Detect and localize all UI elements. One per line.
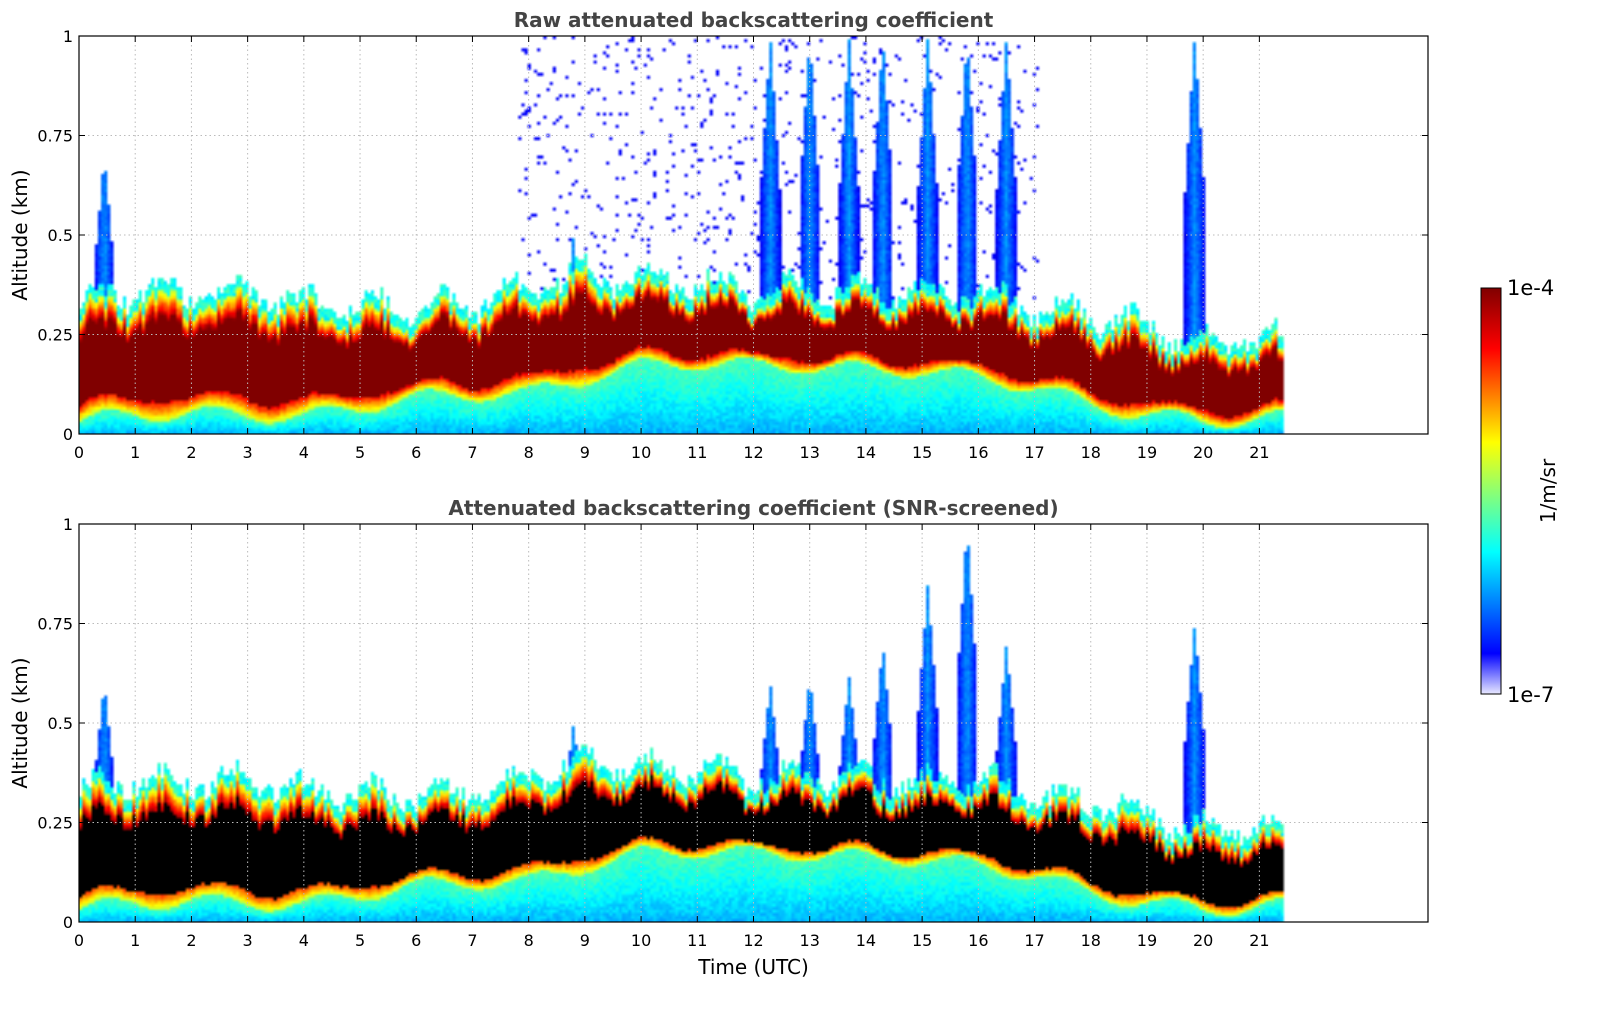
x-axis-label: Time (UTC)	[697, 955, 809, 979]
x-tick-label: 18	[1081, 443, 1101, 462]
screened-backscatter-panel: 0 1 2 3 4 5 6 7 8 9 10 11 12 13 14 15 16 17 18 19 20 2100.250…	[8, 496, 1429, 979]
y-tick-label: 1	[63, 515, 73, 534]
x-tick-label: 9	[580, 443, 590, 462]
y-tick-label: 0.25	[37, 326, 73, 345]
x-tick-label: 6	[411, 443, 421, 462]
y-tick-label: 0.75	[37, 615, 73, 634]
x-tick-label: 16	[968, 931, 988, 950]
x-tick-label: 10	[631, 931, 651, 950]
raw-backscatter-panel: 0 1 2 3 4 5 6 7 8 9 10 11 12 13 14 15 16 17 18 19 20 2100.250…	[8, 8, 1429, 462]
y-tick-label: 0	[63, 913, 73, 932]
y-tick-label: 1	[63, 27, 73, 46]
x-tick-label: 14	[856, 443, 876, 462]
y-tick-label: 0.75	[37, 127, 73, 146]
y-axis-label: Altitude (km)	[8, 169, 32, 300]
x-tick-label: 16	[968, 443, 988, 462]
x-tick-label: 2	[186, 931, 196, 950]
y-tick-label: 0	[63, 425, 73, 444]
x-tick-label: 6	[411, 931, 421, 950]
x-tick-label: 0	[74, 931, 84, 950]
x-tick-label: 20	[1193, 931, 1213, 950]
x-tick-label: 1	[130, 443, 140, 462]
colorbar-label: 1/m/sr	[1536, 458, 1560, 523]
x-tick-label: 21	[1249, 931, 1269, 950]
colorbar-max-label: 1e-4	[1507, 276, 1554, 300]
x-tick-label: 14	[856, 931, 876, 950]
colorbar-min-label: 1e-7	[1507, 683, 1554, 707]
x-tick-label: 20	[1193, 443, 1213, 462]
x-tick-label: 0	[74, 443, 84, 462]
x-tick-label: 13	[800, 443, 820, 462]
x-tick-label: 12	[743, 931, 763, 950]
y-axis-label: Altitude (km)	[8, 657, 32, 788]
x-tick-label: 4	[299, 443, 309, 462]
x-tick-label: 12	[743, 443, 763, 462]
x-tick-label: 21	[1249, 443, 1269, 462]
x-tick-label: 7	[467, 931, 477, 950]
x-tick-label: 18	[1081, 931, 1101, 950]
x-tick-label: 15	[912, 931, 932, 950]
x-tick-label: 1	[130, 931, 140, 950]
x-tick-label: 11	[687, 443, 707, 462]
x-tick-label: 15	[912, 443, 932, 462]
x-tick-label: 9	[580, 931, 590, 950]
colorbar: 1e-4 1e-7 1/m/sr	[1480, 276, 1560, 707]
x-tick-label: 8	[524, 443, 534, 462]
y-tick-label: 0.25	[37, 814, 73, 833]
x-tick-label: 8	[524, 931, 534, 950]
y-tick-label: 0.5	[48, 714, 73, 733]
x-tick-label: 19	[1137, 931, 1157, 950]
y-tick-label: 0.5	[48, 226, 73, 245]
x-tick-label: 11	[687, 931, 707, 950]
x-tick-label: 3	[243, 931, 253, 950]
x-tick-label: 2	[186, 443, 196, 462]
x-tick-label: 19	[1137, 443, 1157, 462]
chart-title: Raw attenuated backscattering coefficien…	[514, 8, 994, 32]
x-tick-label: 17	[1024, 931, 1044, 950]
x-tick-label: 13	[800, 931, 820, 950]
x-tick-label: 17	[1024, 443, 1044, 462]
x-tick-label: 4	[299, 931, 309, 950]
x-tick-label: 5	[355, 931, 365, 950]
x-tick-label: 10	[631, 443, 651, 462]
chart-title: Attenuated backscattering coefficient (S…	[448, 496, 1058, 520]
colorbar-gradient	[1480, 287, 1502, 695]
x-tick-label: 3	[243, 443, 253, 462]
x-tick-label: 5	[355, 443, 365, 462]
x-tick-label: 7	[467, 443, 477, 462]
